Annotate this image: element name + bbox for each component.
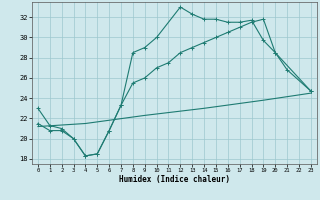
X-axis label: Humidex (Indice chaleur): Humidex (Indice chaleur) (119, 175, 230, 184)
